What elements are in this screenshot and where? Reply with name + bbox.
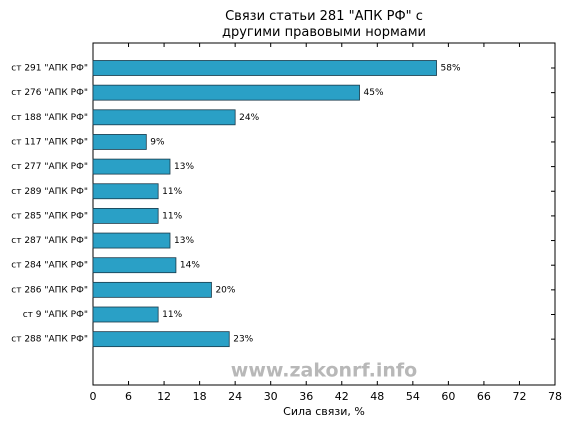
value-label: 9% (150, 137, 165, 147)
value-label: 45% (364, 88, 384, 98)
x-tick-label: 24 (228, 390, 242, 403)
value-label: 11% (162, 310, 182, 320)
y-tick-label: ст 284 "АПК РФ" (11, 261, 88, 271)
x-axis-label: Сила связи, % (283, 405, 365, 418)
x-tick-label: 48 (370, 390, 384, 403)
x-tick-label: 0 (90, 390, 97, 403)
y-tick-label: ст 287 "АПК РФ" (11, 236, 88, 246)
y-tick-label: ст 285 "АПК РФ" (11, 211, 88, 221)
value-label: 58% (441, 64, 461, 74)
value-label: 11% (162, 187, 182, 197)
bar (92, 109, 236, 126)
x-tick-label: 6 (125, 390, 132, 403)
y-tick-label: ст 117 "АПК РФ" (11, 137, 88, 147)
value-label: 11% (162, 211, 182, 221)
bar (92, 306, 159, 323)
bar (92, 183, 159, 200)
watermark: www.zakonrf.info (231, 360, 417, 382)
bar (92, 134, 147, 150)
value-label: 20% (215, 285, 235, 295)
bar (92, 232, 171, 249)
bar (92, 331, 230, 348)
chart-title: Связи статьи 281 "АПК РФ" с другими прав… (222, 9, 426, 40)
value-label: 23% (233, 335, 253, 345)
y-tick-label: ст 288 "АПК РФ" (11, 335, 88, 345)
x-tick-label: 18 (193, 390, 207, 403)
y-tick-label: ст 291 "АПК РФ" (11, 64, 88, 74)
y-tick-label: ст 277 "АПК РФ" (11, 162, 88, 172)
value-label: 14% (180, 261, 200, 271)
x-tick-label: 72 (512, 390, 526, 403)
x-tick-label: 60 (441, 390, 455, 403)
bar (92, 158, 171, 175)
y-tick-label: ст 276 "АПК РФ" (11, 88, 88, 98)
y-tick-label: ст 286 "АПК РФ" (11, 285, 88, 295)
bar (92, 84, 360, 101)
x-tick-label: 36 (299, 390, 313, 403)
value-label: 24% (239, 113, 259, 123)
value-label: 13% (174, 236, 194, 246)
y-tick-label: ст 9 "АПК РФ" (23, 310, 88, 320)
y-tick-label: ст 289 "АПК РФ" (11, 187, 88, 197)
x-tick-label: 12 (157, 390, 171, 403)
y-tick-label: ст 188 "АПК РФ" (11, 113, 88, 123)
value-label: 13% (174, 162, 194, 172)
x-tick-label: 30 (264, 390, 278, 403)
bar (92, 60, 437, 76)
x-tick-label: 66 (477, 390, 491, 403)
bar (92, 207, 159, 224)
x-tick-label: 42 (335, 390, 349, 403)
x-tick-label: 78 (548, 390, 562, 403)
x-tick-label: 54 (406, 390, 420, 403)
bar (92, 257, 177, 274)
bar (92, 281, 212, 298)
